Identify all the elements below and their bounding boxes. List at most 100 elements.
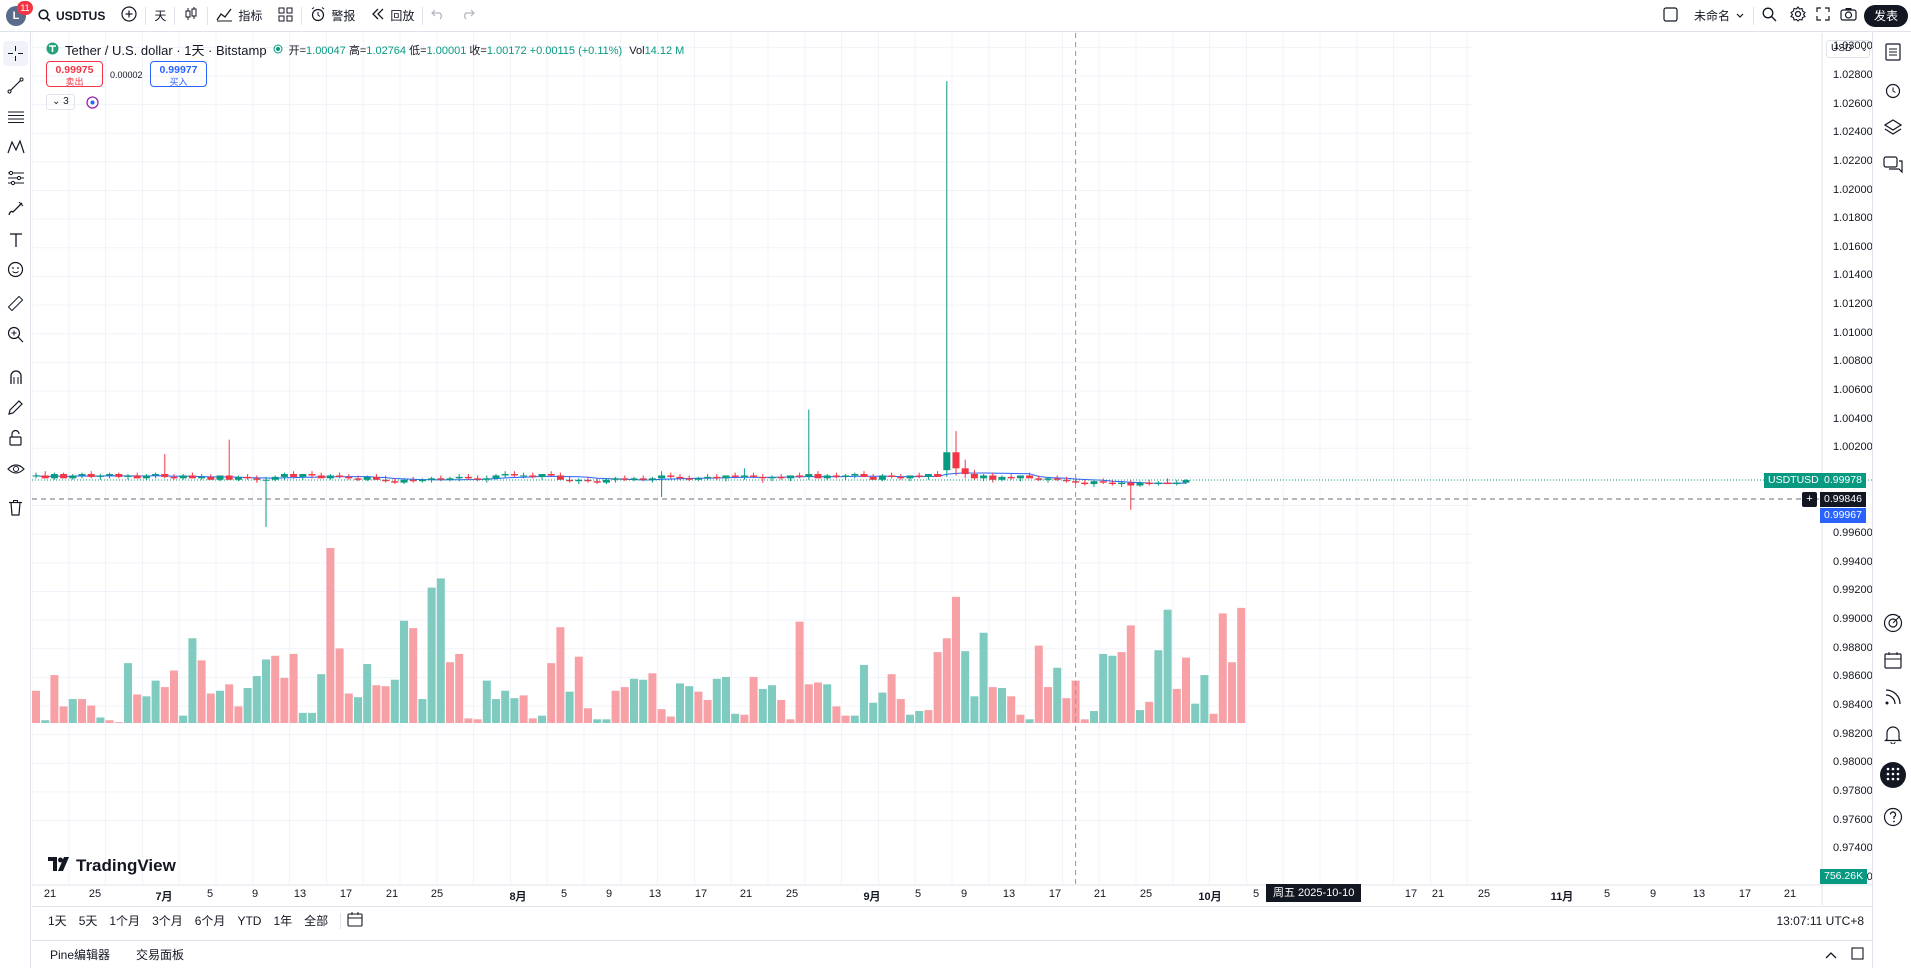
ideas-button[interactable] bbox=[1881, 612, 1905, 636]
maximize-panel-icon[interactable] bbox=[1851, 946, 1864, 963]
unlock-icon bbox=[8, 429, 23, 446]
text-tool[interactable] bbox=[3, 227, 28, 252]
indicators-toggle[interactable]: ⌄ 3 bbox=[46, 94, 75, 110]
tab-pine-editor[interactable]: Pine编辑器 bbox=[50, 948, 111, 962]
price-tick-label: 1.01000 bbox=[1833, 326, 1873, 339]
compare-button[interactable] bbox=[113, 0, 145, 32]
candle-body bbox=[602, 479, 610, 483]
range-button[interactable]: 3个月 bbox=[152, 914, 183, 928]
price-tick-label: 1.01400 bbox=[1833, 269, 1873, 282]
forecast-tool[interactable] bbox=[3, 165, 28, 190]
brush-tool[interactable] bbox=[3, 196, 28, 221]
watchlist-button[interactable] bbox=[1881, 41, 1905, 65]
sell-button[interactable]: 0.99975 卖出 bbox=[46, 61, 103, 87]
time-axis[interactable]: 21 25 7月 5 9 13 17 21 25 8月 5 9 13 17 21 25 9月 5 9 13 17 21 25… bbox=[32, 885, 1872, 905]
candle-body bbox=[924, 474, 932, 477]
range-button[interactable]: 全部 bbox=[304, 914, 329, 928]
layout-name-button[interactable]: 未命名 bbox=[1686, 0, 1753, 32]
crosshair-tool[interactable] bbox=[3, 41, 28, 66]
time-tick-label: 11月 bbox=[1550, 891, 1574, 903]
range-button[interactable]: YTD bbox=[237, 913, 262, 928]
undo-button[interactable] bbox=[423, 0, 453, 32]
templates-button[interactable] bbox=[270, 0, 301, 32]
interval-button[interactable]: 天 bbox=[154, 9, 167, 23]
remove-drawings-tool[interactable] bbox=[3, 495, 28, 520]
alert-button[interactable]: 警报 bbox=[302, 0, 363, 32]
redo-icon bbox=[461, 8, 476, 23]
lock-drawings-tool[interactable] bbox=[3, 425, 28, 450]
volume-bar bbox=[896, 699, 905, 723]
volume-bar bbox=[1154, 650, 1163, 723]
timezone-clock[interactable]: 13:07:11 UTC+8 bbox=[1776, 914, 1865, 928]
volume-bar bbox=[961, 651, 970, 723]
snapshot-button[interactable] bbox=[1835, 0, 1862, 32]
candle-body bbox=[961, 468, 969, 475]
price-tick-label: 1.02400 bbox=[1833, 126, 1873, 139]
fib-tool[interactable] bbox=[3, 104, 28, 129]
redo-button[interactable] bbox=[453, 0, 483, 32]
chats-button[interactable] bbox=[1881, 154, 1905, 178]
volume-tag: 756.26K bbox=[1820, 869, 1868, 884]
volume-bar bbox=[1172, 688, 1181, 723]
range-button[interactable]: 5天 bbox=[78, 914, 98, 928]
quick-search-button[interactable] bbox=[1754, 0, 1785, 32]
volume-bar bbox=[179, 715, 188, 723]
calendar-button[interactable] bbox=[1881, 649, 1905, 673]
zoom-tool[interactable] bbox=[3, 322, 28, 347]
replay-button[interactable]: 回放 bbox=[363, 0, 422, 32]
goto-date-icon[interactable] bbox=[347, 911, 363, 930]
settings-button[interactable] bbox=[1785, 0, 1811, 32]
candle-body bbox=[731, 475, 739, 477]
price-chart[interactable] bbox=[32, 33, 1872, 905]
layout-toggle-button[interactable] bbox=[1655, 0, 1686, 32]
alerts-button[interactable] bbox=[1881, 79, 1905, 103]
volume-bar bbox=[308, 712, 316, 723]
volume-label: Vol bbox=[629, 44, 645, 57]
hide-drawings-tool[interactable] bbox=[3, 456, 28, 481]
candle-body bbox=[1007, 476, 1015, 479]
measure-tool[interactable] bbox=[3, 291, 28, 316]
candle-body bbox=[722, 475, 730, 479]
candle-body bbox=[915, 475, 923, 477]
tab-trading-panel[interactable]: 交易面板 bbox=[136, 948, 185, 962]
range-button[interactable]: 1天 bbox=[48, 914, 67, 928]
symbol-title[interactable]: Tether / U.S. dollar · 1天 · Bitstamp bbox=[65, 43, 267, 58]
candle-body bbox=[1182, 480, 1190, 483]
stay-in-drawing-tool[interactable] bbox=[3, 395, 28, 420]
fullscreen-button[interactable] bbox=[1811, 0, 1835, 32]
news-button[interactable] bbox=[1881, 686, 1905, 710]
trend-line-tool[interactable] bbox=[3, 73, 28, 98]
volume-bar bbox=[823, 684, 832, 723]
volume-bar bbox=[1209, 713, 1218, 723]
volume-bar bbox=[639, 679, 648, 723]
range-button[interactable]: 1年 bbox=[273, 914, 293, 928]
chevron-up-icon[interactable] bbox=[1825, 947, 1837, 962]
volume-bar bbox=[206, 693, 215, 723]
help-button[interactable] bbox=[1881, 806, 1905, 830]
candle-body bbox=[464, 476, 472, 479]
currency-select[interactable]: USD ⌄ bbox=[1826, 40, 1870, 58]
symbol-search[interactable]: USDTUS bbox=[34, 0, 113, 32]
camera-icon bbox=[1840, 7, 1857, 24]
price-tick-label: 1.00200 bbox=[1833, 441, 1873, 454]
candle-body bbox=[428, 478, 436, 480]
emoji-tool[interactable] bbox=[3, 257, 28, 282]
chart-type-button[interactable] bbox=[175, 0, 207, 32]
sync-icon[interactable] bbox=[86, 96, 99, 112]
volume-bar bbox=[556, 627, 565, 723]
indicators-button[interactable]: 指标 bbox=[208, 0, 270, 32]
magnet-tool[interactable] bbox=[3, 364, 28, 389]
user-menu[interactable]: L 11 bbox=[0, 0, 34, 32]
pattern-tool[interactable] bbox=[3, 134, 28, 159]
time-tick-label: 13 bbox=[648, 888, 662, 900]
notifications-button[interactable] bbox=[1881, 724, 1905, 748]
volume-bar bbox=[777, 699, 786, 723]
add-order-button[interactable]: + bbox=[1802, 491, 1817, 507]
object-tree-button[interactable] bbox=[1881, 116, 1905, 140]
range-button[interactable]: 6个月 bbox=[194, 914, 226, 928]
buy-button[interactable]: 0.99977 买入 bbox=[150, 61, 207, 87]
chart-pane[interactable] bbox=[32, 33, 1872, 905]
apps-button[interactable] bbox=[1880, 762, 1906, 788]
publish-button[interactable]: 发表 bbox=[1863, 4, 1908, 27]
range-button[interactable]: 1个月 bbox=[109, 914, 141, 928]
